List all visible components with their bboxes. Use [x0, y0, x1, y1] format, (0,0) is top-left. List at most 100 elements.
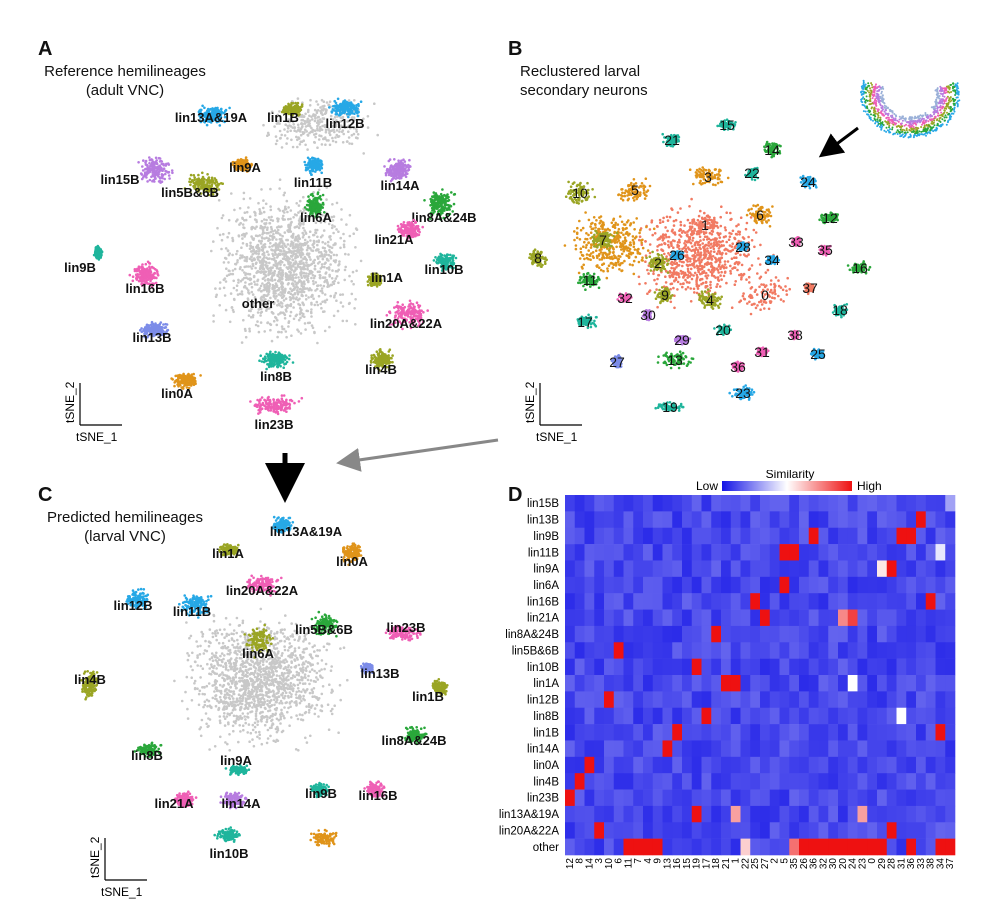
heatmap-cell [886, 527, 897, 545]
heatmap-cell [574, 756, 585, 774]
heatmap-cell [789, 691, 800, 709]
panel-b-letter: B [508, 38, 523, 60]
heatmap-cell [808, 642, 819, 659]
heatmap-cell [652, 576, 663, 594]
label-a-lin20a-22a: lin20A&22A [370, 316, 443, 331]
heatmap-cell [574, 740, 585, 758]
heatmap-cell [945, 527, 956, 545]
heatmap-cell [896, 724, 907, 741]
heatmap-cell [584, 773, 595, 790]
label-b-33: 33 [788, 234, 804, 250]
heatmap-cell [886, 658, 897, 676]
heatmap-cell [789, 724, 800, 741]
heatmap-cell [769, 544, 780, 561]
heatmap-cell [584, 740, 595, 758]
heatmap-cell [711, 658, 722, 676]
heatmap-cell [906, 740, 917, 758]
cluster-b-17 [576, 313, 598, 330]
heatmap-col-label: 11 [623, 858, 634, 869]
cluster-b-36 [730, 360, 745, 373]
heatmap-cell [721, 609, 732, 627]
heatmap-cell [701, 658, 712, 676]
heatmap-cell [847, 756, 858, 774]
panel-b-x-axis-label: tSNE_1 [536, 430, 578, 444]
heatmap-cell [662, 822, 673, 839]
heatmap-cell [769, 805, 780, 823]
heatmap-cell [643, 675, 654, 692]
heatmap-cell [935, 773, 946, 790]
heatmap-cell [574, 560, 585, 578]
heatmap-cell [701, 789, 712, 807]
heatmap-cell [886, 544, 897, 561]
heatmap-cell [896, 789, 907, 807]
heatmap-cell [769, 527, 780, 545]
heatmap-cell [857, 691, 868, 709]
heatmap-cell [565, 625, 576, 643]
heatmap-cell [789, 658, 800, 676]
heatmap-cell [799, 576, 810, 594]
heatmap-cell [799, 707, 810, 725]
heatmap-cell [877, 495, 888, 512]
heatmap-cell [906, 609, 917, 627]
label-c-lin23b: lin23B [386, 620, 425, 635]
heatmap-cell [740, 642, 751, 659]
panel-c-caption-line2: (larval VNC) [84, 528, 166, 545]
heatmap-cell [789, 822, 800, 839]
label-b-32: 32 [617, 290, 633, 306]
heatmap-cell [643, 707, 654, 725]
heatmap-cell [584, 724, 595, 741]
heatmap-cell [925, 593, 936, 610]
heatmap-cell [584, 511, 595, 529]
heatmap-cell [574, 805, 585, 823]
heatmap-cell [682, 511, 693, 529]
heatmap-cell [808, 805, 819, 823]
heatmap-cell [730, 691, 741, 709]
label-b-16: 16 [852, 260, 868, 276]
heatmap-cell [867, 740, 878, 758]
heatmap-cell [867, 724, 878, 741]
heatmap-cell [584, 805, 595, 823]
heatmap-cell [613, 838, 624, 856]
heatmap-cell [779, 527, 790, 545]
heatmap-row-label: lin13A&19A [499, 809, 559, 821]
heatmap-cell [906, 544, 917, 561]
heatmap-col-label: 9 [653, 858, 664, 864]
label-a-lin1a: lin1A [371, 270, 403, 285]
heatmap-cell [808, 675, 819, 692]
heatmap-cell [604, 789, 615, 807]
heatmap-cell [672, 495, 683, 512]
cluster-a-lin5b-6b [183, 171, 224, 197]
heatmap-cell [740, 593, 751, 610]
panel-b-caption-line1: Reclustered larval [520, 63, 641, 80]
label-b-5: 5 [631, 182, 639, 198]
heatmap-cell [808, 609, 819, 627]
heatmap-cell [740, 560, 751, 578]
heatmap-cell [799, 773, 810, 790]
heatmap-cell [828, 740, 839, 758]
heatmap-cell [818, 691, 829, 709]
label-b-20: 20 [715, 322, 731, 338]
heatmap-row-label: lin0A [533, 760, 559, 772]
heatmap-cell [769, 609, 780, 627]
heatmap-cell [643, 511, 654, 529]
label-b-23: 23 [735, 385, 751, 401]
heatmap-cell [623, 789, 634, 807]
heatmap-cell [877, 511, 888, 529]
heatmap-cell [906, 724, 917, 741]
heatmap-cell [643, 642, 654, 659]
heatmap-cell [643, 658, 654, 676]
legend-colorbar [722, 481, 852, 491]
heatmap-cell [779, 675, 790, 692]
heatmap-cell [584, 838, 595, 856]
heatmap-cell [652, 675, 663, 692]
heatmap-cell [613, 822, 624, 839]
heatmap-cell [828, 544, 839, 561]
heatmap-cell [711, 625, 722, 643]
label-b-37: 37 [802, 280, 818, 296]
heatmap-cell [672, 625, 683, 643]
heatmap-cell [750, 593, 761, 610]
heatmap-cell [808, 838, 819, 856]
heatmap-cell [750, 609, 761, 627]
heatmap-cell [633, 740, 644, 758]
heatmap-cell [740, 658, 751, 676]
